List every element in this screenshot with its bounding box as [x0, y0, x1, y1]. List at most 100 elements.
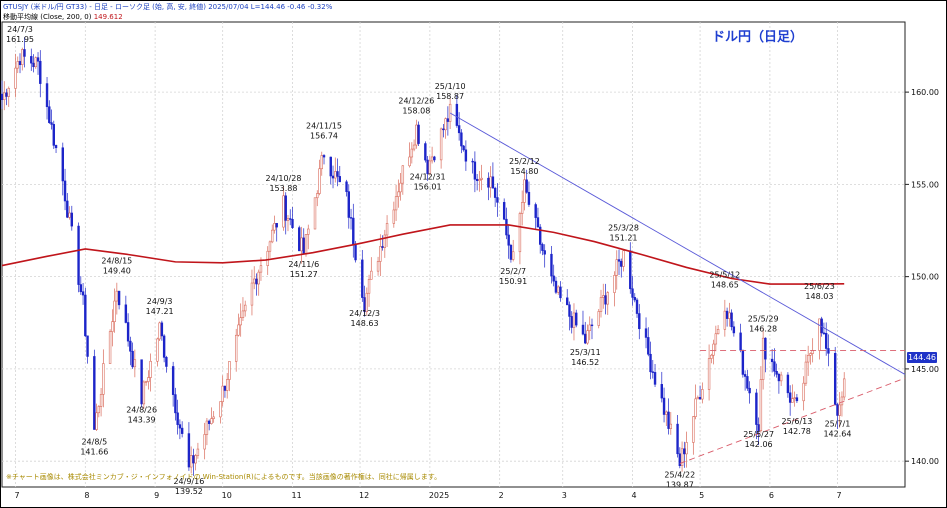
candle-body: [581, 324, 585, 335]
candle-body: [21, 49, 24, 65]
candle-body: [793, 397, 796, 399]
candle-body: [804, 361, 808, 384]
candle-body: [446, 118, 450, 122]
candle-body: [70, 212, 74, 227]
candle-body: [629, 250, 632, 290]
candle-body: [840, 396, 844, 406]
pivot-value-label: 148.63: [351, 319, 379, 328]
current-price-badge: 144.46: [907, 352, 937, 363]
candle-body: [518, 213, 522, 253]
candle-body: [538, 226, 542, 245]
candle-body: [187, 433, 191, 468]
x-tick-label: 3: [562, 491, 567, 500]
candle-body: [250, 282, 254, 306]
pivot-value-label: 139.52: [175, 487, 203, 496]
candle-body: [225, 379, 229, 391]
candle-body: [48, 106, 51, 123]
candle-body: [50, 122, 53, 125]
candle-body: [345, 181, 348, 192]
candle-body: [275, 223, 278, 228]
candle-body: [716, 328, 720, 335]
candle-body: [836, 404, 839, 416]
candle-body: [221, 385, 224, 402]
x-tick-label: 10: [222, 491, 232, 500]
candle-body: [489, 176, 492, 188]
pivot-date-label: 25/6/13: [781, 417, 812, 426]
pivot-value-label: 146.52: [571, 358, 599, 367]
candle-body: [401, 165, 405, 184]
x-tick-label: 4: [632, 491, 637, 500]
candle-body: [770, 358, 774, 363]
candle-body: [471, 160, 474, 163]
candle-body: [61, 147, 65, 182]
pivot-value-label: 147.21: [146, 307, 174, 316]
candle-body: [527, 191, 531, 205]
candle-body: [3, 92, 6, 100]
y-tick-label: 140.00: [911, 457, 939, 466]
candle-body: [622, 250, 625, 267]
candle-body: [748, 387, 751, 394]
candle-body: [244, 304, 247, 312]
candle-body: [667, 411, 670, 429]
support-trendline: [679, 377, 906, 464]
candle-body: [376, 261, 380, 272]
candle-body: [496, 197, 499, 203]
candle-body: [320, 155, 323, 170]
candle-body: [7, 88, 10, 97]
candle-body: [842, 378, 846, 398]
candle-body: [144, 381, 148, 383]
candle-body: [162, 335, 166, 358]
candle-body: [746, 376, 749, 389]
candle-body: [818, 318, 821, 351]
candle-body: [694, 398, 697, 417]
candle-body: [520, 202, 524, 214]
pivot-value-label: 158.87: [436, 92, 464, 101]
candle-body: [365, 292, 369, 312]
pivot-date-label: 25/3/28: [608, 223, 639, 232]
candle-body: [383, 234, 387, 248]
pivot-value-label: 148.65: [711, 281, 739, 290]
candle-body: [336, 171, 339, 177]
pivot-value-label: 154.80: [510, 167, 538, 176]
chart-header-symbol: GTUSJY (米ドル/円 GT33) - 日足 - ローソク足 (始, 高, …: [3, 3, 333, 11]
pivot-date-label: 24/8/15: [101, 257, 132, 266]
candle-body: [93, 356, 96, 430]
candle-body: [228, 361, 231, 380]
x-tick-label: 7: [15, 491, 20, 500]
candle-body: [620, 260, 623, 267]
candle-body: [462, 145, 465, 151]
pivot-value-label: 142.64: [823, 429, 851, 438]
candle-body: [286, 218, 290, 221]
candle-body: [599, 297, 603, 312]
pivot-value-label: 158.08: [402, 107, 430, 116]
candle-body: [81, 291, 85, 296]
candle-body: [36, 57, 40, 62]
candle-body: [149, 360, 152, 378]
candle-body: [210, 418, 213, 424]
pivot-value-label: 150.91: [499, 277, 527, 286]
candle-body: [439, 128, 443, 161]
pivot-value-label: 141.66: [80, 448, 108, 457]
candle-body: [761, 337, 765, 380]
candle-body: [493, 187, 497, 198]
candle-body: [282, 195, 285, 228]
pivot-date-label: 25/2/12: [509, 157, 540, 166]
candle-body: [647, 337, 650, 355]
pivot-date-label: 24/12/31: [410, 173, 446, 182]
candle-body: [764, 337, 767, 360]
candle-body: [638, 313, 641, 330]
candle-body: [777, 373, 781, 382]
candle-body: [743, 374, 747, 377]
candle-body: [52, 124, 55, 146]
candle-body: [460, 132, 463, 147]
candle-body: [410, 148, 414, 158]
candle-body: [237, 324, 240, 336]
candle-body: [174, 394, 177, 414]
candle-body: [331, 175, 335, 179]
candle-body: [140, 359, 143, 405]
candle-body: [678, 453, 682, 466]
candle-body: [502, 202, 506, 220]
candle-body: [669, 423, 673, 429]
candle-body: [111, 321, 114, 332]
candle-body: [95, 412, 98, 430]
